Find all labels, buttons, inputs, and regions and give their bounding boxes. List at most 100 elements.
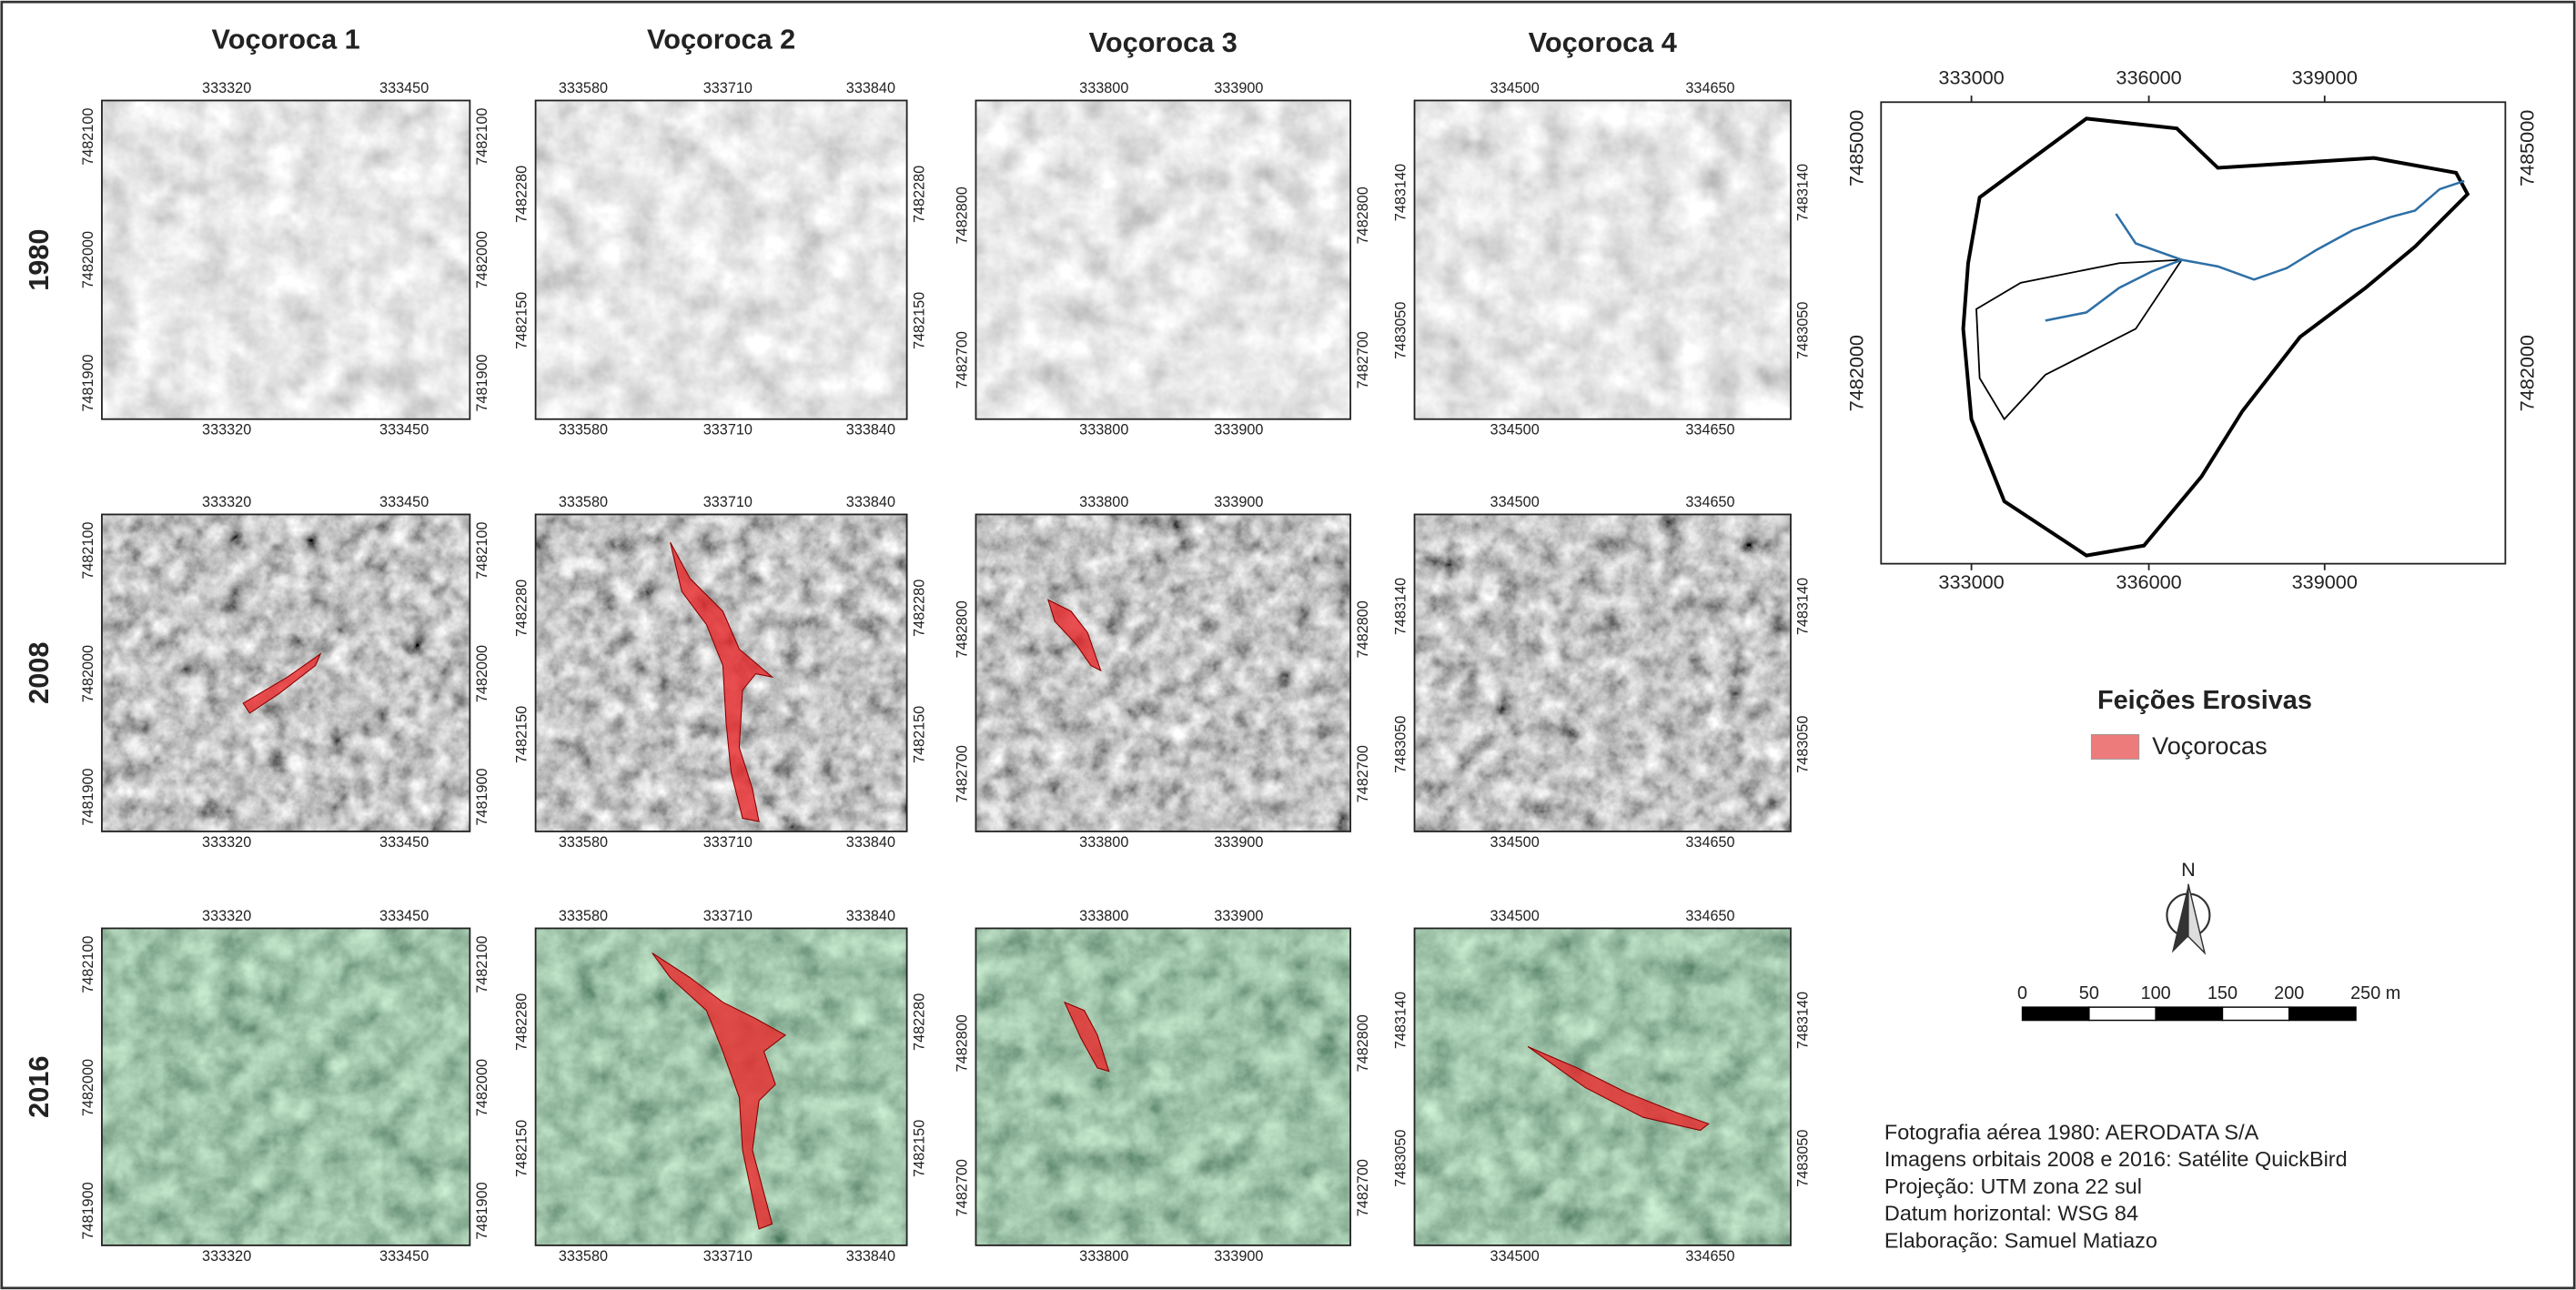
location-map: 3330003330003360003360003390003390007485… <box>1845 66 2539 593</box>
y-coord-label: 7482100 <box>474 108 490 166</box>
row-label: 1980 <box>23 228 55 290</box>
x-coord-label: 333800 <box>1079 494 1128 510</box>
y-coord-label: 7481900 <box>474 354 490 411</box>
column-title: Voçoroca 2 <box>647 24 795 55</box>
legend-title: Feições Erosivas <box>2097 686 2312 715</box>
x-coord-label: 333710 <box>703 80 753 96</box>
y-coord-label: 7481900 <box>80 768 96 825</box>
x-coord-label: 333320 <box>202 80 251 96</box>
map-x-label: 333000 <box>1938 66 2004 89</box>
x-coord-label: 333580 <box>559 80 608 96</box>
y-coord-label: 7482100 <box>80 522 96 579</box>
panel-image <box>536 928 907 1245</box>
x-coord-label: 334650 <box>1685 80 1734 96</box>
column-title: Voçoroca 1 <box>212 24 360 55</box>
x-coord-label: 333320 <box>202 908 251 924</box>
y-coord-label: 7483140 <box>1392 578 1409 635</box>
y-coord-label: 7483050 <box>1392 716 1409 773</box>
x-coord-label: 333710 <box>703 494 753 510</box>
y-coord-label: 7482800 <box>954 186 970 244</box>
scale-label: 250 m <box>2350 983 2400 1003</box>
x-coord-label: 334500 <box>1490 494 1540 510</box>
map-x-label: 339000 <box>2292 570 2358 593</box>
x-coord-label: 333450 <box>379 834 429 851</box>
y-coord-label: 7482800 <box>954 1014 970 1072</box>
panel-image <box>975 100 1350 418</box>
x-coord-label: 333320 <box>202 834 251 851</box>
scale-label: 200 <box>2274 983 2304 1003</box>
x-coord-label: 333320 <box>202 494 251 510</box>
scale-label: 50 <box>2079 983 2099 1003</box>
x-coord-label: 333580 <box>559 908 608 924</box>
x-coord-label: 333900 <box>1214 422 1263 438</box>
x-coord-label: 333710 <box>703 908 753 924</box>
y-coord-label: 7482150 <box>513 292 530 349</box>
x-coord-label: 334650 <box>1685 494 1734 510</box>
y-coord-label: 7482100 <box>80 936 96 993</box>
map-y-label: 7485000 <box>2515 110 2538 186</box>
x-coord-label: 333450 <box>379 80 429 96</box>
x-coord-label: 333450 <box>379 494 429 510</box>
y-coord-label: 7482000 <box>80 1059 96 1116</box>
column-title: Voçoroca 3 <box>1089 26 1237 58</box>
y-coord-label: 7482280 <box>911 993 927 1051</box>
y-coord-label: 7482150 <box>911 1120 927 1177</box>
map-frame <box>1881 102 2505 563</box>
x-coord-label: 334650 <box>1685 834 1734 851</box>
y-coord-label: 7483050 <box>1795 302 1812 359</box>
x-coord-label: 333580 <box>559 834 608 851</box>
y-coord-label: 7482000 <box>80 231 96 288</box>
scale-segment <box>2023 1007 2089 1020</box>
scale-segment <box>2156 1007 2222 1020</box>
scale-segment <box>2289 1007 2356 1020</box>
y-coord-label: 7482150 <box>911 706 927 763</box>
x-coord-label: 333900 <box>1214 80 1263 96</box>
y-coord-label: 7482800 <box>954 600 970 658</box>
y-coord-label: 7482280 <box>911 166 927 223</box>
y-coord-label: 7482000 <box>474 645 490 702</box>
scale-label: 100 <box>2141 983 2171 1003</box>
y-coord-label: 7482700 <box>954 1159 970 1216</box>
y-coord-label: 7482800 <box>1355 186 1371 244</box>
x-coord-label: 333800 <box>1079 422 1128 438</box>
scale-segment <box>2222 1007 2288 1020</box>
y-coord-label: 7483140 <box>1795 164 1812 221</box>
column-title: Voçoroca 4 <box>1529 26 1677 58</box>
panel-image <box>102 100 470 418</box>
panel-image <box>1415 100 1791 418</box>
y-coord-label: 7482000 <box>80 645 96 702</box>
credits: Fotografia aérea 1980: AERODATA S/AImage… <box>1884 1120 2348 1252</box>
panel-image <box>536 100 907 418</box>
y-coord-label: 7482800 <box>1355 600 1371 658</box>
north-label: N <box>2181 858 2196 881</box>
x-coord-label: 333710 <box>703 1248 753 1265</box>
panel-image <box>536 514 907 831</box>
x-coord-label: 334650 <box>1685 1248 1734 1265</box>
y-coord-label: 7482280 <box>513 993 530 1051</box>
panels: Voçoroca 1 Voçoroca 2 Voçoroca 3 Voçoroca 4… <box>23 24 1811 1265</box>
panel-image <box>975 928 1350 1245</box>
y-coord-label: 7482280 <box>911 579 927 637</box>
credit-line: Imagens orbitais 2008 e 2016: Satélite Q… <box>1884 1147 2348 1171</box>
row-label: 2016 <box>23 1056 55 1118</box>
x-coord-label: 333800 <box>1079 80 1128 96</box>
x-coord-label: 333800 <box>1079 1248 1128 1265</box>
x-coord-label: 333800 <box>1079 834 1128 851</box>
y-coord-label: 7482100 <box>80 108 96 166</box>
y-coord-label: 7482000 <box>474 231 490 288</box>
credit-line: Datum horizontal: WSG 84 <box>1884 1202 2138 1225</box>
y-coord-label: 7483050 <box>1795 716 1812 773</box>
x-coord-label: 334500 <box>1490 422 1540 438</box>
x-coord-label: 333900 <box>1214 834 1263 851</box>
y-coord-label: 7482150 <box>513 706 530 763</box>
y-coord-label: 7482700 <box>954 745 970 802</box>
y-coord-label: 7482700 <box>1355 745 1371 802</box>
credit-line: Elaboração: Samuel Matiazo <box>1884 1228 2157 1252</box>
y-coord-label: 7483050 <box>1795 1130 1812 1187</box>
panel-image <box>975 514 1350 831</box>
y-coord-label: 7482150 <box>911 292 927 349</box>
map-y-label: 7482000 <box>2515 335 2538 411</box>
x-coord-label: 333840 <box>846 908 895 924</box>
x-coord-label: 333320 <box>202 422 251 438</box>
map-x-label: 336000 <box>2116 66 2181 89</box>
